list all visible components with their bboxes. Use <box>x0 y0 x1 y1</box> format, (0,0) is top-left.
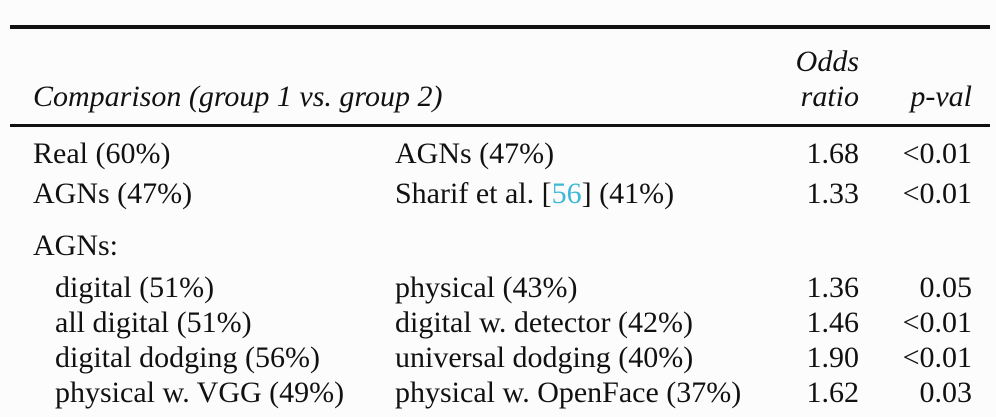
group1-cell: all digital (51%) <box>55 306 252 339</box>
section-row: AGNs: <box>10 216 990 270</box>
odds-ratio-cell: 1.36 <box>806 271 860 304</box>
pval-cell: 0.05 <box>919 271 973 304</box>
comparison-table: Comparison (group 1 vs. group 2) Odds ra… <box>10 25 991 417</box>
odds-ratio-cell: 1.46 <box>806 306 860 339</box>
pval-cell: <0.01 <box>902 306 973 339</box>
section-label-agns: AGNs: <box>33 229 119 262</box>
group1-cell: digital (51%) <box>55 271 215 304</box>
pval-cell: <0.01 <box>902 177 973 210</box>
pval-cell: <0.01 <box>902 137 973 170</box>
group2-text-suffix: ] (41%) <box>581 177 675 210</box>
table-row: Real (60%) AGNs (47%) 1.68 <0.01 <box>10 126 990 177</box>
odds-ratio-header-line1: Odds <box>795 45 860 78</box>
table-row: digital (51%) physical (43%) 1.36 0.05 <box>10 270 990 305</box>
group2-cell: physical (43%) <box>395 271 578 304</box>
table-row: physical w. VGG (49%) physical w. OpenFa… <box>10 375 990 417</box>
odds-ratio-cell: 1.68 <box>806 137 860 170</box>
odds-ratio-header-line2: ratio <box>800 80 860 113</box>
group2-cell: AGNs (47%) <box>395 137 555 170</box>
group1-cell: Real (60%) <box>33 137 171 170</box>
citation-link[interactable]: 56 <box>551 177 582 210</box>
group2-text-prefix: Sharif et al. [ <box>395 177 552 210</box>
comparison-column-header: Comparison (group 1 vs. group 2) <box>10 27 791 127</box>
group2-cell: Sharif et al. [56] (41%) <box>395 176 790 216</box>
odds-ratio-column-header: Odds ratio <box>790 27 868 127</box>
table-row: all digital (51%) digital w. detector (4… <box>10 305 990 340</box>
group2-cell: physical w. OpenFace (37%) <box>395 376 742 409</box>
odds-ratio-cell: 1.90 <box>806 341 860 374</box>
table-row: digital dodging (56%) universal dodging … <box>10 340 990 375</box>
pval-column-header: p-val <box>867 27 991 127</box>
odds-ratio-cell: 1.33 <box>806 177 860 210</box>
group1-cell: physical w. VGG (49%) <box>55 376 345 409</box>
group1-cell: AGNs (47%) <box>33 177 193 210</box>
pval-cell: <0.01 <box>902 341 973 374</box>
table-row: AGNs (47%) Sharif et al. [56] (41%) 1.33… <box>10 176 990 216</box>
table-body: Real (60%) AGNs (47%) 1.68 <0.01 AGNs (4… <box>10 126 990 417</box>
group1-cell: digital dodging (56%) <box>55 341 320 374</box>
table-header: Comparison (group 1 vs. group 2) Odds ra… <box>10 27 991 127</box>
pval-cell: 0.03 <box>919 376 973 409</box>
header-row: Comparison (group 1 vs. group 2) Odds ra… <box>10 27 991 127</box>
group2-cell: universal dodging (40%) <box>395 341 694 374</box>
group2-cell: digital w. detector (42%) <box>395 306 693 339</box>
odds-ratio-cell: 1.62 <box>806 376 860 409</box>
